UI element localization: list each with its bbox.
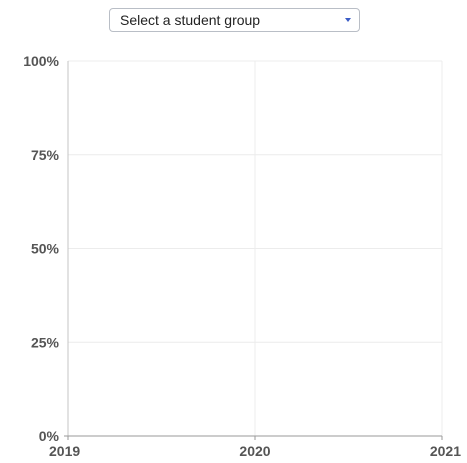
y-tick-label: 75%	[31, 147, 60, 163]
x-tick-label: 2021	[430, 443, 461, 459]
x-tick-label: 2019	[49, 443, 80, 459]
y-tick-label: 0%	[39, 428, 60, 444]
axes	[64, 61, 443, 440]
chevron-down-icon	[345, 18, 351, 22]
grid-lines	[68, 60, 443, 436]
student-group-select-label: Select a student group	[120, 12, 261, 28]
student-group-select[interactable]: Select a student group	[109, 8, 360, 32]
y-tick-label: 25%	[31, 334, 60, 350]
tick-labels: 0% 25% 50% 75% 100% 2019 2020 2021	[23, 53, 461, 459]
y-tick-label: 50%	[31, 241, 60, 257]
x-tick-label: 2020	[239, 443, 270, 459]
y-tick-label: 100%	[23, 53, 59, 69]
